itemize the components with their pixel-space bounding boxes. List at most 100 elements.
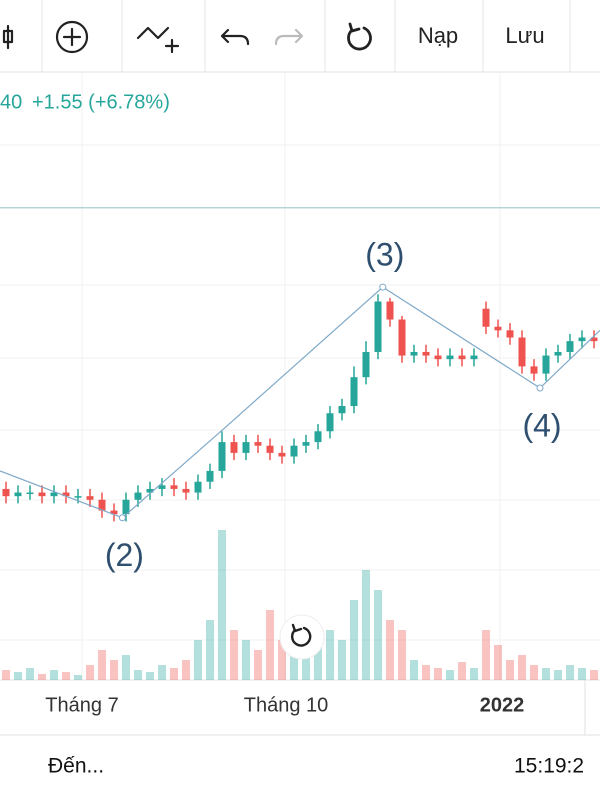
candle-body [38, 492, 46, 497]
volume-bar [62, 672, 70, 680]
drawing-button[interactable] [136, 26, 180, 54]
volume-layer [2, 530, 598, 680]
volume-bar [410, 660, 418, 680]
candle-body [110, 510, 118, 515]
save-button[interactable]: Lưu [505, 23, 544, 48]
volume-bar [242, 640, 250, 680]
reset-button[interactable] [347, 22, 372, 51]
candle-body [338, 406, 346, 414]
grid [0, 72, 600, 680]
clock: 15:19:2 [514, 755, 584, 778]
volume-bar [422, 665, 430, 680]
price-change: +1.55 (+6.78%) [32, 91, 170, 113]
candle-body [590, 337, 598, 342]
volume-bar [230, 630, 238, 680]
candle-body [530, 366, 538, 374]
volume-bar [554, 670, 562, 680]
volume-bar [434, 668, 442, 680]
candle-body [554, 351, 562, 356]
candle-body [206, 470, 214, 482]
candle-body [518, 337, 526, 367]
volume-bar [182, 660, 190, 680]
candle-body [422, 351, 430, 356]
candle-body [494, 326, 502, 331]
volume-bar [326, 630, 334, 680]
redo-button[interactable] [274, 28, 304, 46]
volume-bar [314, 635, 322, 680]
undo-button[interactable] [220, 28, 250, 46]
wave-layer: (2) (3) (4) [0, 207, 600, 573]
volume-bar [134, 670, 142, 680]
candle-body [194, 481, 202, 493]
volume-bar [170, 668, 178, 680]
candle-body [14, 492, 22, 497]
candle-body [278, 452, 286, 457]
volume-bar [278, 640, 286, 680]
volume-bar [50, 670, 58, 680]
volume-bar [530, 665, 538, 680]
volume-bar [566, 665, 574, 680]
volume-bar [146, 672, 154, 680]
volume-bar [470, 668, 478, 680]
volume-bar [38, 674, 46, 680]
candle-body [98, 499, 106, 511]
reset-view-button[interactable] [279, 614, 325, 660]
candle-body [74, 496, 82, 498]
candle-body [122, 499, 130, 515]
volume-bar [374, 590, 382, 680]
x-tick-label: Tháng 7 [45, 694, 118, 716]
volume-bar [98, 650, 106, 680]
volume-bar [158, 665, 166, 680]
volume-bar [506, 660, 514, 680]
candle-body [398, 319, 406, 356]
candle-body [482, 308, 490, 327]
volume-bar [290, 650, 298, 680]
volume-bar [458, 662, 466, 680]
candle-type-button[interactable] [2, 24, 14, 50]
volume-bar [266, 610, 274, 680]
candle-body [446, 355, 454, 360]
candle-body [314, 431, 322, 443]
go-to-date-button[interactable]: Đến... [48, 755, 104, 778]
volume-bar [518, 655, 526, 680]
add-indicator-button[interactable] [55, 20, 89, 54]
candle-body [374, 301, 382, 352]
volume-bar [206, 620, 214, 680]
candle-body [386, 301, 394, 320]
price-fragment: 40 [0, 91, 22, 113]
volume-bar [86, 665, 94, 680]
volume-bar [362, 570, 370, 680]
candle-body [50, 492, 58, 497]
candle-body [218, 442, 226, 471]
volume-bar [494, 645, 502, 680]
candle-body [26, 492, 34, 495]
load-button[interactable]: Nạp [418, 23, 458, 48]
candle-body [2, 488, 10, 497]
volume-bar [446, 670, 454, 680]
candle-body [362, 351, 370, 378]
candle-body [62, 492, 70, 497]
candle-body [578, 337, 586, 342]
volume-bar [218, 530, 226, 680]
candle-body [170, 485, 178, 489]
volume-bar [14, 672, 22, 680]
volume-bar [338, 640, 346, 680]
wave-point [379, 283, 387, 291]
candle-body [470, 355, 478, 360]
toolbar: Nạp Lưu [0, 0, 600, 73]
x-tick-label: Tháng 10 [244, 694, 329, 716]
candle-body [542, 355, 550, 374]
candle-body [134, 492, 142, 500]
volume-bar [74, 675, 82, 680]
x-tick-label: 2022 [480, 694, 525, 716]
volume-bar [350, 600, 358, 680]
candle-body [146, 488, 154, 493]
volume-bar [110, 660, 118, 680]
wave-label: (3) [365, 237, 404, 273]
volume-bar [398, 630, 406, 680]
candle-body [86, 496, 94, 500]
candle-body [350, 377, 358, 407]
volume-bar [590, 670, 598, 680]
candle-body [290, 445, 298, 457]
